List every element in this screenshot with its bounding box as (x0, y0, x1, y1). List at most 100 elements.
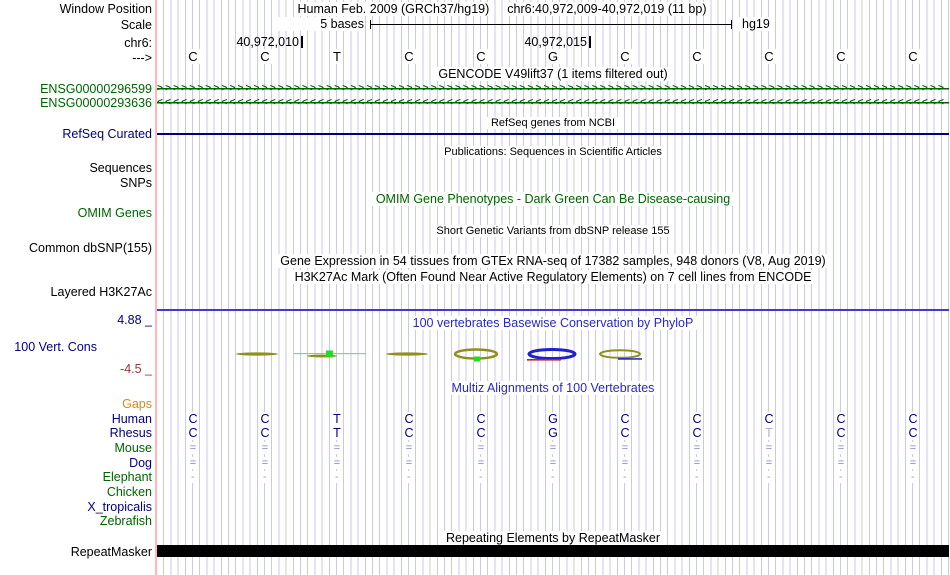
track-label-gaps[interactable]: Gaps (122, 397, 152, 411)
assembly-title: Human Feb. 2009 (GRCh37/hg19) (295, 2, 492, 16)
track-label-mouse[interactable]: Mouse (114, 441, 152, 455)
multiz-cell-dog-9: = (764, 457, 774, 469)
window-position-header: Human Feb. 2009 (GRCh37/hg19) chr6:40,972… (157, 2, 847, 16)
multiz-cell-dog-6: = (548, 457, 558, 469)
multiz-cell-dog-10: = (836, 457, 846, 469)
conservation-axis-line (157, 309, 949, 311)
multiz-cell-human-10: C (835, 412, 847, 426)
scale-value: 5 bases (278, 17, 364, 31)
multiz-cell-rhesus-5: C (475, 426, 487, 440)
multiz-cell-rhesus-7: C (619, 426, 631, 440)
multiz-cell-elephant-8: - (694, 471, 700, 483)
track-label-elephant[interactable]: Elephant (102, 470, 152, 484)
gene-ensg00000293636-item[interactable]: <<<<<<<<<<<<<<<<<<<<<<<<<<<<<<<<<<<<<<<<… (157, 98, 949, 109)
multiz-cell-human-4: C (403, 412, 415, 426)
multiz-cell-dog-1: = (188, 457, 198, 469)
dbsnp-track-title: Short Genetic Variants from dbSNP releas… (157, 224, 949, 238)
track-label-window-position[interactable]: Window Position (59, 2, 152, 16)
sequence-base-4: C (402, 49, 416, 64)
multiz-cell-mouse-11: = (908, 442, 918, 454)
track-label-100-vert-cons[interactable]: 100 Vert. Cons (14, 340, 97, 354)
track-label-layered-h3k27ac[interactable]: Layered H3K27Ac (50, 285, 152, 299)
track-label-scale[interactable]: Scale (120, 18, 152, 32)
sequence-base-9: C (762, 49, 776, 64)
multiz-cell-mouse-7: = (620, 442, 630, 454)
track-label-ensg00000296599[interactable]: ENSG00000296599 (40, 82, 152, 96)
multiz-cell-rhesus-4: C (403, 426, 415, 440)
multiz-cell-dog-2: = (260, 457, 270, 469)
multiz-cell-mouse-6: = (548, 442, 558, 454)
scale-bar (370, 20, 732, 29)
track-label-repeatmasker[interactable]: RepeatMasker (70, 545, 152, 559)
multiz-cell-elephant-2: - (262, 471, 268, 483)
sequence-base-8: C (690, 49, 704, 64)
track-label--4-5-[interactable]: -4.5 _ (120, 362, 152, 376)
multiz-cell-rhesus-10: C (835, 426, 847, 440)
multiz-cell-elephant-3: - (334, 471, 340, 483)
multiz-cell-dog-3: = (332, 457, 342, 469)
track-label--[interactable]: ---> (132, 51, 152, 65)
track-label-chicken[interactable]: Chicken (106, 485, 152, 499)
track-label-omim-genes[interactable]: OMIM Genes (77, 206, 152, 220)
genome-label: hg19 (739, 17, 773, 31)
multiz-cell-mouse-3: = (332, 442, 342, 454)
omim-track-title: OMIM Gene Phenotypes - Dark Green Can Be… (157, 192, 949, 206)
multiz-cell-rhesus-11: C (907, 426, 919, 440)
track-label-4-88-[interactable]: 4.88 _ (117, 313, 152, 327)
ruler-tick (589, 36, 591, 48)
position-title: chr6:40,972,009-40,972,019 (11 bp) (505, 2, 709, 16)
ruler-tick (301, 36, 303, 48)
multiz-cell-human-3: T (332, 412, 342, 426)
multiz-cell-rhesus-6: G (547, 426, 559, 440)
refseq-curated-line[interactable] (157, 133, 949, 135)
multiz-cell-mouse-4: = (404, 442, 414, 454)
track-label-rhesus[interactable]: Rhesus (109, 426, 152, 440)
multiz-cell-elephant-10: - (838, 471, 844, 483)
multiz-cell-dog-8: = (692, 457, 702, 469)
track-label-dog[interactable]: Dog (129, 456, 152, 470)
publications-track-title: Publications: Sequences in Scientific Ar… (157, 145, 949, 159)
multiz-track-title: Multiz Alignments of 100 Vertebrates (157, 381, 949, 395)
multiz-cell-rhesus-9: T (764, 426, 774, 440)
gencode-track-title: GENCODE V49lift37 (1 items filtered out) (157, 67, 949, 81)
multiz-cell-rhesus-1: C (187, 426, 199, 440)
multiz-cell-human-5: C (475, 412, 487, 426)
multiz-cell-mouse-10: = (836, 442, 846, 454)
multiz-cell-dog-11: = (908, 457, 918, 469)
track-label-x-tropicalis[interactable]: X_tropicalis (87, 500, 152, 514)
refseq-track-title: RefSeq genes from NCBI (157, 116, 949, 130)
multiz-cell-elephant-4: - (406, 471, 412, 483)
multiz-cell-mouse-2: = (260, 442, 270, 454)
track-label-sequences[interactable]: Sequences (89, 161, 152, 175)
track-label-chr6-[interactable]: chr6: (124, 36, 152, 50)
sequence-base-11: C (906, 49, 920, 64)
sequence-base-1: C (186, 49, 200, 64)
track-label-zebrafish[interactable]: Zebrafish (99, 514, 152, 528)
multiz-cell-dog-5: = (476, 457, 486, 469)
ruler-label: 40,972,010 (236, 35, 299, 49)
conservation-wiggle-glyphs (236, 348, 642, 362)
h3k27ac-track-title: H3K27Ac Mark (Often Found Near Active Re… (157, 270, 949, 284)
multiz-cell-elephant-11: - (910, 471, 916, 483)
multiz-cell-elephant-9: - (766, 471, 772, 483)
multiz-cell-elephant-6: - (550, 471, 556, 483)
multiz-cell-mouse-1: = (188, 442, 198, 454)
track-label-refseq-curated[interactable]: RefSeq Curated (62, 127, 152, 141)
multiz-cell-dog-7: = (620, 457, 630, 469)
track-label-common-dbsnp-155-[interactable]: Common dbSNP(155) (29, 241, 152, 255)
multiz-cell-mouse-8: = (692, 442, 702, 454)
ruler-label: 40,972,015 (524, 35, 587, 49)
sequence-base-6: G (545, 49, 561, 64)
multiz-cell-human-7: C (619, 412, 631, 426)
repeatmasker-element-bar[interactable] (157, 545, 949, 557)
track-label-human[interactable]: Human (111, 412, 152, 426)
track-label-snps[interactable]: SNPs (120, 176, 152, 190)
multiz-cell-human-6: G (547, 412, 559, 426)
repeatmasker-track-title: Repeating Elements by RepeatMasker (157, 531, 949, 545)
multiz-cell-human-8: C (691, 412, 703, 426)
sequence-base-3: T (331, 49, 343, 64)
gene-ensg00000296599-item[interactable]: >>>>>>>>>>>>>>>>>>>>>>>>>>>>>>>>>>>>>>>>… (157, 84, 949, 95)
gtex-track-title: Gene Expression in 54 tissues from GTEx … (157, 254, 949, 268)
track-label-ensg00000293636[interactable]: ENSG00000293636 (40, 96, 152, 110)
